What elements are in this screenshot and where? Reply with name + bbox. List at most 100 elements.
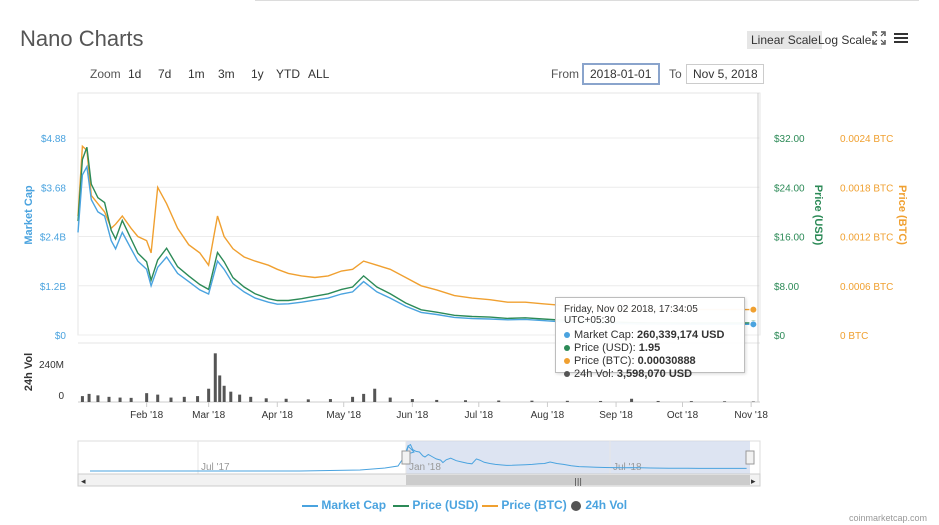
legend-item-price-btc[interactable]: Price (BTC) bbox=[482, 498, 567, 512]
price-usd-tick-label: $0 bbox=[774, 331, 786, 342]
volume-bar bbox=[129, 397, 133, 402]
line-swatch-icon bbox=[393, 504, 409, 507]
navigator-selection bbox=[406, 441, 750, 474]
volume-bar bbox=[156, 394, 160, 402]
x-tick-label: Sep '18 bbox=[599, 410, 633, 421]
tooltip-value: 0.00030888 bbox=[637, 355, 696, 367]
to-date-input[interactable] bbox=[686, 64, 764, 84]
tooltip-header: Friday, Nov 02 2018, 17:34:05 UTC+05:30 bbox=[564, 304, 698, 326]
navigator-handle bbox=[401, 450, 411, 465]
price-usd-tick-label: $8.00 bbox=[774, 282, 799, 293]
price-btc-tick-label: 0 BTC bbox=[840, 331, 868, 342]
navigator-tick-label: Jul '17 bbox=[201, 462, 230, 473]
price-usd-dot-icon bbox=[564, 345, 570, 352]
volume-bar bbox=[107, 396, 111, 402]
tooltip-row-market-cap: Market Cap: 260,339,174 USD bbox=[564, 329, 736, 342]
volume-bar bbox=[328, 399, 332, 402]
volume-bar bbox=[373, 388, 377, 402]
page-title: Nano Charts bbox=[20, 26, 144, 51]
volume-bar bbox=[80, 396, 84, 402]
price-btc-line bbox=[77, 144, 754, 311]
legend-label: 24h Vol bbox=[585, 498, 628, 512]
zoom-1m-button[interactable]: 1m bbox=[188, 67, 205, 81]
price-btc-line-marker bbox=[749, 305, 758, 314]
zoom-1d-button[interactable]: 1d bbox=[128, 67, 142, 81]
credit-link[interactable]: coinmarketcap.com bbox=[848, 513, 927, 523]
market-cap-tick-label: $1.2B bbox=[40, 282, 66, 293]
volume-bar bbox=[497, 400, 501, 402]
tooltip-row-price-usd: Price (USD): 1.95 bbox=[564, 342, 736, 355]
tooltip-value: 3,598,070 USD bbox=[616, 368, 693, 380]
legend-label: Market Cap bbox=[321, 498, 387, 512]
top-divider bbox=[255, 0, 919, 1]
volume-bar bbox=[723, 401, 727, 402]
x-tick-label: Apr '18 bbox=[262, 410, 294, 421]
volume-bar bbox=[388, 397, 392, 402]
price-usd-tick-label: $24.00 bbox=[774, 183, 805, 194]
zoom-ytd-button[interactable]: YTD bbox=[276, 67, 300, 81]
legend-label: Price (USD) bbox=[412, 498, 479, 512]
legend-label: Price (BTC) bbox=[501, 498, 567, 512]
market-cap-tick-label: $3.68 bbox=[41, 183, 66, 194]
zoom-label: Zoom bbox=[90, 67, 121, 81]
volume-bar bbox=[464, 400, 467, 402]
tooltip-row-price-btc: Price (BTC): 0.00030888 bbox=[564, 355, 736, 368]
navigator-tick-label: Jan '18 bbox=[409, 462, 441, 473]
volume-bar bbox=[196, 396, 200, 402]
volume-bar bbox=[284, 398, 288, 402]
hamburger-icon[interactable] bbox=[893, 31, 909, 50]
price-btc-tick-label: 0.0006 BTC bbox=[840, 282, 893, 293]
price-btc-tick-label: 0.0018 BTC bbox=[840, 183, 893, 194]
line-swatch-icon bbox=[302, 504, 318, 507]
navigator-handle bbox=[745, 450, 755, 465]
circle-swatch-icon bbox=[571, 500, 581, 511]
zoom-all-button[interactable]: ALL bbox=[308, 67, 330, 81]
volume-bar bbox=[362, 393, 366, 402]
legend-item-market-cap[interactable]: Market Cap bbox=[302, 498, 386, 512]
navigator-line bbox=[90, 443, 747, 472]
market-cap-axis-title: Market Cap bbox=[23, 185, 35, 245]
chart-legend: Market Cap Price (USD) Price (BTC) 24h V… bbox=[0, 498, 939, 514]
expand-icon[interactable] bbox=[872, 31, 886, 50]
volume-bar bbox=[751, 401, 755, 402]
volume-bar bbox=[118, 397, 122, 402]
legend-item-volume[interactable]: 24h Vol bbox=[570, 498, 627, 512]
to-label: To bbox=[669, 67, 682, 81]
x-tick-label: Oct '18 bbox=[667, 410, 699, 421]
legend-item-price-usd[interactable]: Price (USD) bbox=[393, 498, 478, 512]
x-tick-label: May '18 bbox=[326, 410, 361, 421]
price-usd-tick-label: $16.00 bbox=[774, 233, 805, 244]
tooltip-value: 260,339,174 USD bbox=[636, 329, 725, 341]
x-tick-label: Nov '18 bbox=[734, 410, 768, 421]
volume-bar bbox=[207, 388, 211, 402]
volume-bar bbox=[96, 395, 100, 402]
price-btc-dot-icon bbox=[564, 358, 570, 365]
line-swatch-icon bbox=[482, 504, 498, 507]
linear-scale-button[interactable]: Linear Scale bbox=[747, 31, 822, 49]
tooltip-value: 1.95 bbox=[638, 342, 661, 354]
from-date-input[interactable] bbox=[582, 63, 660, 85]
from-label: From bbox=[551, 67, 579, 81]
zoom-7d-button[interactable]: 7d bbox=[158, 67, 172, 81]
price-usd-tick-label: $32.00 bbox=[774, 134, 805, 145]
volume-bar bbox=[565, 400, 569, 402]
volume-bar bbox=[306, 399, 310, 402]
market-cap-line-marker bbox=[749, 320, 758, 329]
volume-bar bbox=[238, 394, 242, 402]
tooltip-label: 24h Vol: bbox=[574, 368, 614, 380]
volume-bar bbox=[264, 398, 268, 402]
tooltip-row-volume: 24h Vol: 3,598,070 USD bbox=[564, 368, 736, 381]
volume-bar bbox=[213, 353, 217, 402]
volume-bar bbox=[218, 375, 222, 402]
volume-bar bbox=[229, 391, 233, 402]
zoom-3m-button[interactable]: 3m bbox=[218, 67, 235, 81]
market-cap-tick-label: $0 bbox=[55, 331, 67, 342]
scrollbar-thumb bbox=[406, 475, 750, 485]
x-tick-label: Jul '18 bbox=[464, 410, 493, 421]
log-scale-button[interactable]: Log Scale bbox=[818, 33, 872, 47]
volume-dot-icon bbox=[564, 371, 570, 378]
zoom-1y-button[interactable]: 1y bbox=[251, 67, 264, 81]
volume-tick-label: 240M bbox=[39, 360, 64, 371]
market-cap-tick-label: $2.4B bbox=[40, 233, 66, 244]
